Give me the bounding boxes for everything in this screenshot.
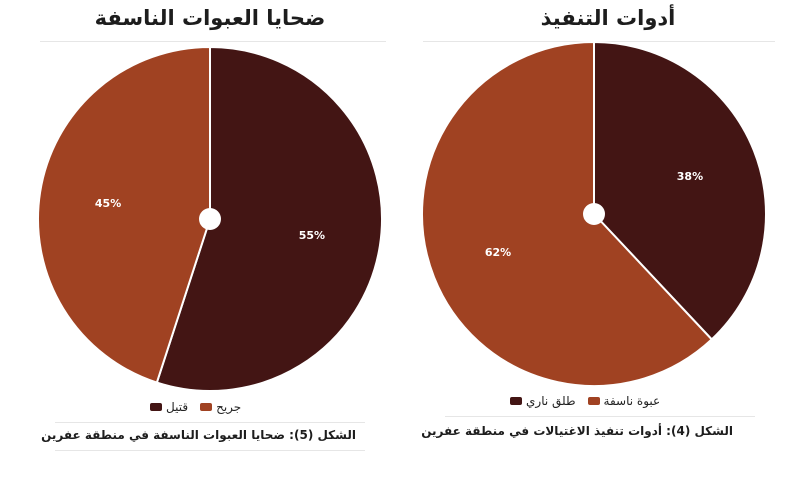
legend-item: قتيل (150, 400, 188, 414)
chart-title: أدوات التنفيذ (540, 6, 676, 30)
legend-item: عبوة ناسفة (587, 394, 661, 408)
caption-divider (55, 422, 365, 423)
pie-slice (421, 40, 714, 387)
slice-label: 55% (299, 229, 325, 242)
chart-legend: قتيل جريح (150, 400, 241, 414)
pie-slice (593, 40, 767, 341)
legend-label: عبوة ناسفة (603, 394, 661, 408)
legend-swatch (587, 397, 600, 405)
slice-label: 62% (485, 246, 511, 259)
legend-swatch (150, 403, 162, 411)
caption-divider (55, 450, 365, 451)
legend-label: قتيل (166, 400, 189, 414)
title-divider (40, 41, 386, 42)
pie-center-hole (583, 203, 605, 225)
legend-label: طلق ناري (526, 394, 576, 408)
chart-panel-right: أدوات التنفيذ 38% 62% طلق ناري عبوة ناسفة… (405, 0, 811, 478)
pie-chart: 38% 62% (421, 40, 767, 387)
figure-caption: الشكل (5): ضحايا العبوات الناسفة في منطق… (41, 428, 356, 442)
chart-legend: طلق ناري عبوة ناسفة (510, 394, 660, 408)
legend-item: طلق ناري (510, 394, 576, 408)
pie-slice (36, 45, 211, 384)
legend-label: جريح (216, 400, 242, 414)
chart-title: ضحايا العبوات الناسفة (94, 6, 326, 30)
legend-swatch (200, 403, 213, 411)
pie-chart: 55% 45% (36, 45, 383, 392)
slice-label: 45% (95, 197, 121, 210)
pie-center-hole (199, 208, 221, 230)
legend-swatch (510, 397, 522, 405)
pie-slice (155, 45, 383, 392)
chart-panel-left: ضحايا العبوات الناسفة 55% 45% قتيل جريح ا… (36, 6, 386, 451)
slice-label: 38% (677, 170, 703, 183)
caption-divider (445, 416, 755, 417)
figure-caption: الشكل (4): أدوات تنفيذ الاغتيالات في منط… (421, 424, 733, 438)
legend-item: جريح (200, 400, 241, 414)
